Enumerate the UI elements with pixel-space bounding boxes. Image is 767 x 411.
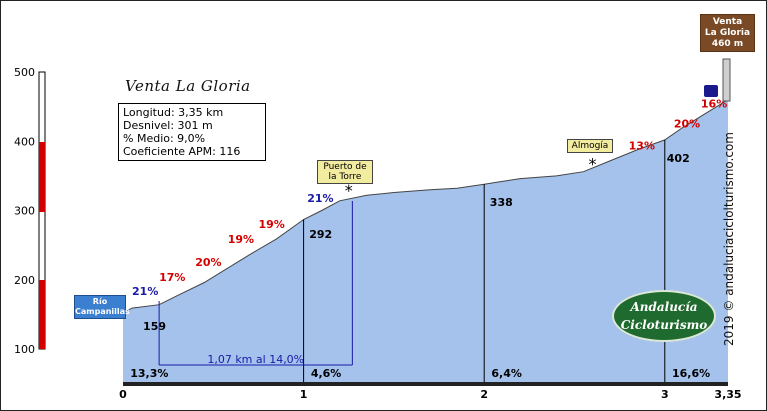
baseline-bar — [123, 382, 728, 386]
x-tick-label: 0 — [119, 388, 127, 401]
gradient-label: 21% — [132, 285, 158, 298]
puerto-sign: Puerto de la Torre — [317, 160, 373, 184]
elevation-label: 402 — [667, 152, 690, 165]
stat-gain: Desnivel: 301 m — [123, 119, 213, 132]
stat-average: % Medio: 9,0% — [123, 132, 206, 145]
gradient-label: 19% — [228, 233, 254, 246]
chart-title: Venta La Gloria — [125, 77, 251, 95]
km-gradient-label: 4,6% — [311, 367, 342, 380]
profile-fill — [123, 99, 728, 382]
gradient-label: 21% — [307, 192, 333, 205]
annotation-label: 1,07 km al 14,0% — [207, 353, 304, 366]
year-label: 2019 — [722, 315, 736, 346]
km-gradient-label: 13,3% — [130, 367, 168, 380]
gradient-label: 16% — [701, 97, 727, 110]
end-place-sign: Venta La Gloria 460 m — [700, 14, 755, 52]
x-tick-label: 3,35 — [714, 388, 741, 401]
gradient-label: 17% — [159, 271, 185, 284]
km-gradient-label: 6,4% — [491, 367, 522, 380]
watermark-text: © andaluciaciclolturismo.com — [722, 132, 736, 312]
elevation-label: 159 — [143, 320, 166, 333]
stat-apm: Coeficiente APM: 116 — [123, 145, 241, 158]
viewpoint-icon — [704, 85, 718, 97]
y-tick-labels: 100 200 300 400 500 — [14, 66, 35, 356]
summit-star-icon: * — [345, 181, 353, 200]
end-marker-post-icon — [722, 58, 731, 102]
x-tick-label: 1 — [300, 388, 308, 401]
logo-line-1: Andalucía — [630, 300, 698, 314]
x-tick-label: 3 — [661, 388, 669, 401]
profile-line — [122, 99, 729, 314]
copyright-watermark: 2019 © andaluciaciclolturismo.com — [722, 132, 736, 346]
end-sign-line-1: Venta — [712, 17, 743, 27]
end-sign-line-2: La Gloria — [704, 28, 751, 38]
altitude-scale-red-top — [39, 142, 45, 212]
profile-marks: 15929233840221%17%20%19%19%21%13%20%16%1… — [130, 58, 731, 380]
gradient-label: 20% — [195, 256, 221, 269]
elevation-label: 292 — [309, 228, 332, 241]
x-tick-labels: 0 1 2 3 3,35 — [119, 388, 741, 401]
km-gradient-label: 16,6% — [672, 367, 710, 380]
altitude-scale-red-bottom — [39, 280, 45, 349]
y-tick-label: 200 — [14, 274, 35, 287]
summit-star-icon: * — [589, 155, 597, 174]
almogia-sign: Almogía — [567, 139, 613, 153]
elevation-label: 338 — [490, 196, 513, 209]
profile-area — [122, 99, 729, 386]
y-tick-label: 400 — [14, 135, 35, 148]
gradient-label: 20% — [674, 117, 700, 130]
y-tick-label: 500 — [14, 66, 35, 79]
start-sign-line-1: Río — [92, 297, 108, 306]
cicloturismo-logo: Andalucía Cicloturismo — [612, 290, 716, 342]
y-tick-label: 100 — [14, 343, 35, 356]
logo-line-2: Cicloturismo — [620, 318, 708, 332]
start-sign-line-2: Campanillas — [75, 307, 130, 316]
end-sign-line-3: 460 m — [711, 39, 744, 49]
puerto-sign-line-1: Puerto de — [323, 162, 367, 172]
gradient-label: 19% — [258, 218, 284, 231]
stat-length: Longitud: 3,35 km — [123, 106, 224, 119]
start-place-sign: Río Campanillas — [74, 295, 130, 319]
puerto-sign-line-2: la Torre — [328, 172, 362, 182]
gradient-label: 13% — [629, 140, 655, 153]
y-tick-label: 300 — [14, 205, 35, 218]
stats-box: Longitud: 3,35 km Desnivel: 301 m % Medi… — [118, 103, 266, 161]
x-tick-label: 2 — [480, 388, 488, 401]
